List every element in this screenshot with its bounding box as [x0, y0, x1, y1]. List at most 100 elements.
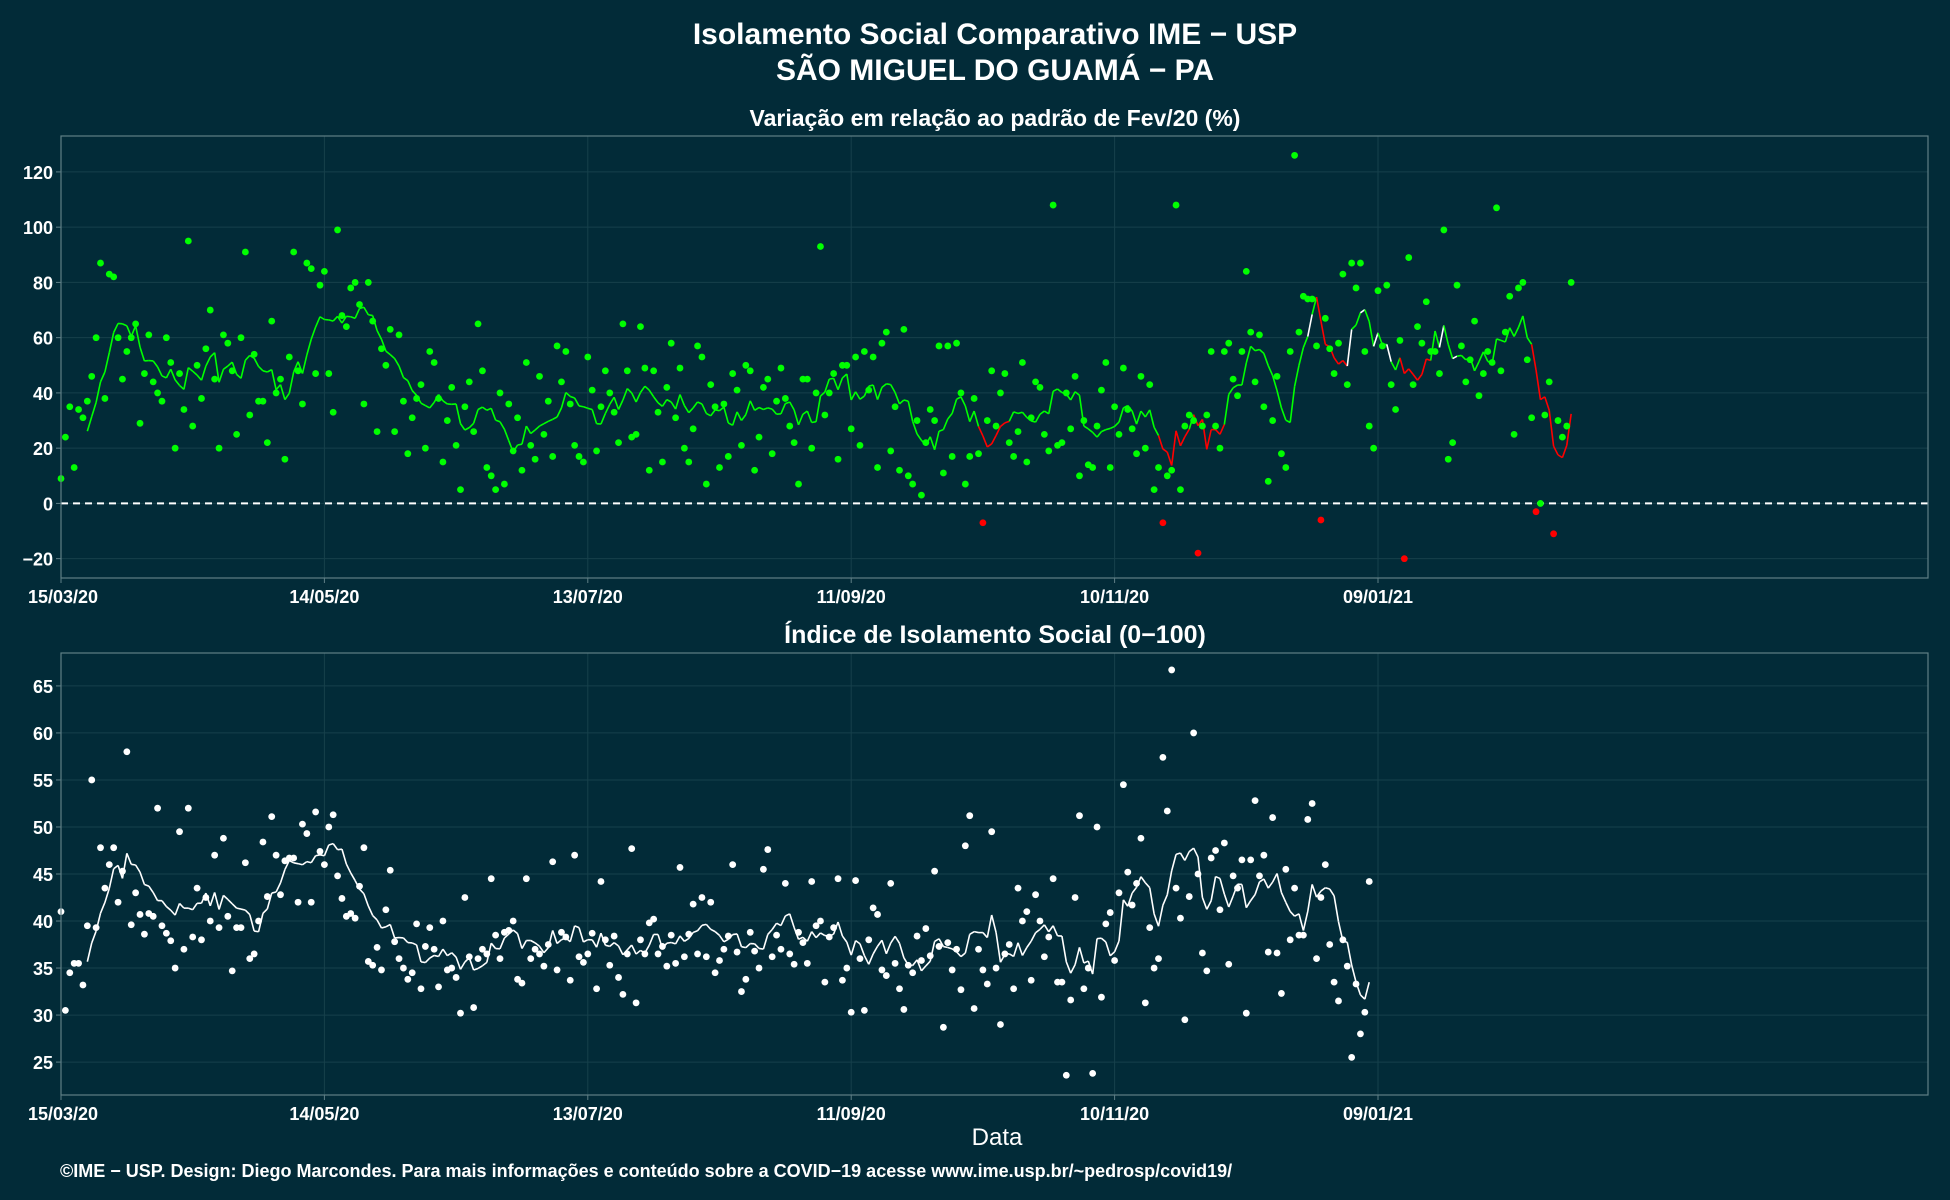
panel2-trend-segment — [1157, 905, 1164, 927]
panel2-data-point — [426, 924, 434, 932]
panel2-data-point — [817, 917, 824, 925]
panel1-trend-segment — [543, 420, 549, 425]
panel1-x-tick-label: 15/03/20 — [28, 587, 98, 607]
panel1-data-point — [720, 400, 728, 408]
panel2-trend-segment — [279, 869, 286, 884]
panel1-data-point — [1466, 356, 1474, 364]
panel1-trend-segment — [222, 365, 229, 370]
panel2-trend-segment — [1148, 887, 1155, 915]
panel1-data-point — [997, 389, 1004, 397]
panel1-data-point — [1001, 370, 1009, 377]
panel2-data-point — [637, 936, 644, 944]
panel1-trend-segment — [648, 389, 655, 398]
panel2-data-point — [66, 969, 74, 977]
panel2-trend-segment — [437, 948, 444, 957]
panel2-trend-segment — [1069, 964, 1076, 974]
panel1-trend-segment — [1087, 428, 1094, 433]
panel2-trend-segment — [811, 931, 817, 939]
panel1-data-point — [417, 381, 425, 389]
panel2-trend-segment — [1170, 854, 1177, 871]
panel2-trend-segment — [1192, 847, 1199, 858]
panel1-trend-segment — [1057, 388, 1063, 394]
panel2-data-point — [171, 964, 179, 972]
panel2-data-point — [180, 945, 188, 953]
panel1-data-point — [290, 248, 298, 256]
panel1-trend-segment — [832, 378, 839, 391]
panel2-trend-segment — [152, 892, 159, 901]
panel2-data-point — [92, 924, 100, 932]
panel2-data-point — [299, 820, 306, 828]
panel2-data-point — [316, 848, 324, 855]
panel2-data-point — [277, 891, 284, 899]
panel2-data-point — [1291, 884, 1298, 892]
panel1-trend-segment — [894, 392, 901, 405]
panel2-trend-segment — [1333, 895, 1340, 922]
panel2-trend-segment — [1294, 913, 1300, 917]
panel2-data-point — [1058, 978, 1066, 986]
panel2-plot: 25 30 35 40 45 50 55 60 65 15/03/20 14/05/20 13/07/… — [28, 652, 1929, 1124]
panel1-trend-segment — [1276, 390, 1283, 409]
panel1-data-point — [285, 353, 293, 361]
panel2-trend-segment — [876, 939, 883, 947]
panel2-data-point — [597, 878, 605, 885]
panel1-trend-segment — [666, 398, 672, 403]
panel1-data-point — [1247, 328, 1255, 336]
panel2-data-point — [558, 928, 565, 936]
panel1-trend-segment — [104, 352, 111, 373]
panel2-data-point — [966, 812, 974, 820]
panel1-data-point — [430, 359, 438, 366]
panel2-trend-segment — [459, 961, 466, 970]
panel2-data-point — [1111, 957, 1118, 964]
panel1-data-point — [184, 237, 192, 245]
panel1-data-point — [992, 422, 1000, 430]
panel2-data-point — [119, 867, 126, 875]
panel1-trend-segment — [1438, 325, 1445, 348]
panel1-trend-segment — [1565, 413, 1572, 446]
panel1-data-point — [1010, 453, 1018, 460]
panel2-trend-segment — [543, 947, 549, 954]
panel2-trend-segment — [477, 965, 483, 970]
panel2-data-point — [856, 955, 864, 963]
panel1-trend-segment — [1526, 337, 1533, 345]
panel2-data-point — [1102, 920, 1110, 928]
panel1-trend-segment — [1443, 325, 1450, 345]
panel1-data-point — [303, 259, 311, 267]
panel2-data-point — [1212, 847, 1219, 854]
panel1-data-point — [601, 367, 609, 375]
panel2-data-point — [110, 844, 118, 852]
panel1-data-point — [896, 466, 903, 474]
panel1-trend-segment — [112, 323, 119, 333]
panel1-trend-segment — [1561, 445, 1568, 458]
panel2-data-point — [338, 895, 346, 902]
panel2-trend-segment — [1122, 899, 1129, 907]
panel2-trend-segment — [705, 923, 712, 930]
panel2-trend-segment — [188, 907, 193, 911]
panel1-data-point — [751, 466, 759, 474]
panel2-trend-segment — [754, 943, 760, 949]
panel2-trend-segment — [1267, 881, 1274, 889]
panel2-data-point — [1155, 955, 1162, 963]
panel1-data-point — [781, 395, 789, 402]
panel1-data-point — [500, 480, 508, 488]
panel1-data-point — [457, 486, 464, 493]
panel1-trend-segment — [1482, 351, 1489, 362]
panel2-trend-segment — [350, 872, 356, 881]
panel1-trend-segment — [481, 406, 488, 411]
panel1-data-point — [171, 444, 179, 452]
panel2-y-tick-label: 65 — [33, 677, 53, 697]
panel1-data-point — [760, 383, 767, 391]
panel1-trend-segment — [1456, 354, 1462, 357]
panel2-trend-segment — [1179, 852, 1186, 861]
panel1-x-tick-label: 11/09/20 — [817, 587, 886, 607]
panel1-data-point — [1431, 348, 1439, 355]
panel2-trend-segment — [99, 902, 106, 914]
panel1-data-point — [597, 403, 605, 411]
panel2-trend-segment — [859, 943, 866, 956]
panel1-border — [60, 135, 1929, 579]
panel1-trend-segment — [213, 352, 220, 383]
panel2-trend-segment — [1298, 913, 1305, 931]
panel1-trend-segment — [262, 370, 268, 373]
panel1-data-point — [400, 397, 407, 405]
panel1-trend-segment — [1302, 336, 1309, 348]
